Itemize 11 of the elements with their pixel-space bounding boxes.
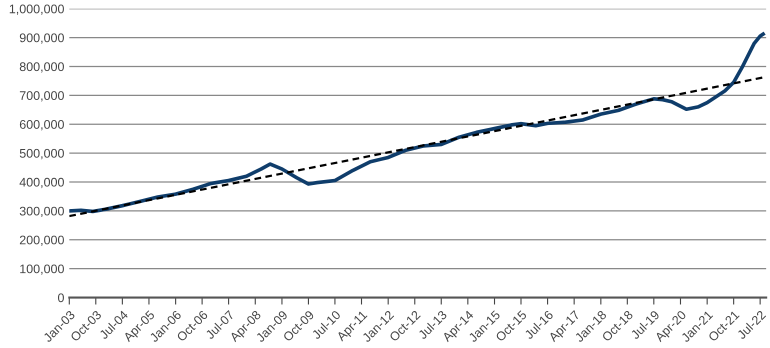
y-tick-label: 0 (58, 293, 64, 302)
y-tick-label: 500,000 (20, 148, 64, 160)
y-tick-label: 400,000 (20, 178, 64, 188)
y-tick-label: 700,000 (20, 91, 64, 102)
y-tick-label: 200,000 (20, 236, 64, 246)
y-tick-label: 100,000 (20, 264, 64, 275)
y-tick-label: 600,000 (20, 120, 64, 130)
y-tick-label: 1,000,000 (10, 4, 64, 15)
y-tick-label: 900,000 (20, 33, 64, 44)
y-tick-label: 300,000 (20, 206, 64, 218)
y-tick-label: 800,000 (20, 62, 64, 73)
